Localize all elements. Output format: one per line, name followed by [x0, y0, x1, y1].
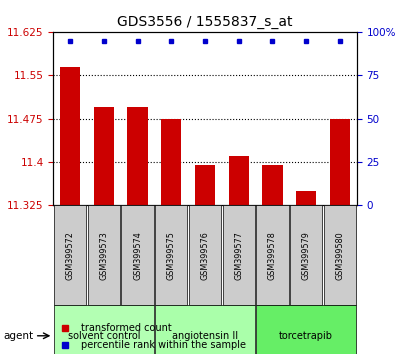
- FancyBboxPatch shape: [189, 205, 220, 305]
- Text: GSM399577: GSM399577: [234, 231, 243, 280]
- Text: torcetrapib: torcetrapib: [279, 331, 333, 341]
- FancyBboxPatch shape: [155, 305, 254, 354]
- Bar: [228, 156, 248, 205]
- Text: GSM399579: GSM399579: [301, 231, 310, 280]
- Title: GDS3556 / 1555837_s_at: GDS3556 / 1555837_s_at: [117, 16, 292, 29]
- Text: GSM399572: GSM399572: [65, 231, 74, 280]
- Text: angiotensin II: angiotensin II: [171, 331, 238, 341]
- FancyBboxPatch shape: [88, 205, 120, 305]
- Bar: [262, 165, 282, 205]
- FancyBboxPatch shape: [54, 205, 86, 305]
- Text: GSM399578: GSM399578: [267, 231, 276, 280]
- FancyBboxPatch shape: [256, 305, 355, 354]
- Text: percentile rank within the sample: percentile rank within the sample: [81, 340, 245, 350]
- Text: GSM399574: GSM399574: [133, 231, 142, 280]
- FancyBboxPatch shape: [256, 205, 288, 305]
- Text: GSM399576: GSM399576: [200, 231, 209, 280]
- Text: transformed count: transformed count: [81, 322, 171, 332]
- Bar: [329, 119, 349, 205]
- Bar: [161, 119, 181, 205]
- Bar: [94, 107, 114, 205]
- FancyBboxPatch shape: [54, 305, 153, 354]
- Text: GSM399573: GSM399573: [99, 231, 108, 280]
- FancyBboxPatch shape: [222, 205, 254, 305]
- FancyBboxPatch shape: [323, 205, 355, 305]
- Bar: [295, 191, 315, 205]
- Bar: [60, 67, 80, 205]
- Text: agent: agent: [4, 331, 34, 341]
- Text: GSM399575: GSM399575: [166, 231, 175, 280]
- Text: GSM399580: GSM399580: [335, 231, 344, 280]
- FancyBboxPatch shape: [289, 205, 321, 305]
- FancyBboxPatch shape: [121, 205, 153, 305]
- Bar: [127, 107, 147, 205]
- Bar: [194, 165, 215, 205]
- Text: solvent control: solvent control: [67, 331, 140, 341]
- FancyBboxPatch shape: [155, 205, 187, 305]
